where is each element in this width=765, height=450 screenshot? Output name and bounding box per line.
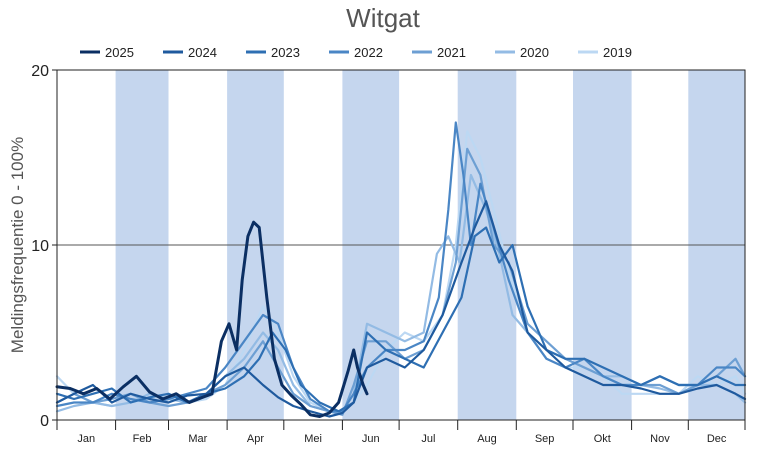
x-tick-label-nov: Nov (650, 433, 670, 445)
chart-title: Witgat (346, 3, 420, 33)
axes: 0 10 20 Jan Feb Mar Apr Mei Jun Jul Aug Sep Okt Nov De… (31, 63, 746, 445)
legend-label-2020: 2020 (520, 45, 549, 60)
legend-label-2019: 2019 (603, 45, 632, 60)
y-tick-label-0: 0 (40, 413, 49, 430)
x-tick-label-jul: Jul (421, 433, 435, 445)
x-tick-label-dec: Dec (707, 433, 727, 445)
x-tick-label-mei: Mei (304, 433, 322, 445)
legend-label-2023: 2023 (271, 45, 300, 60)
legend-label-2022: 2022 (354, 45, 383, 60)
x-tick-label-aug: Aug (477, 433, 497, 445)
x-tick-label-sep: Sep (535, 433, 555, 445)
x-tick-label-jan: Jan (77, 433, 95, 445)
y-tick-label-10: 10 (31, 238, 49, 255)
series-lines (55, 121, 747, 418)
y-tick-label-20: 20 (31, 63, 49, 80)
y-axis-label: Meldingsfrequentie 0 - 100% (8, 137, 27, 353)
x-tick-label-okt: Okt (594, 433, 611, 445)
x-tick-label-jun: Jun (362, 433, 380, 445)
legend-label-2025: 2025 (105, 45, 134, 60)
x-tick-label-apr: Apr (247, 433, 264, 445)
x-tick-label-mar: Mar (188, 433, 207, 445)
legend-label-2021: 2021 (437, 45, 466, 60)
x-tick-label-feb: Feb (133, 433, 152, 445)
series-line-2023 (55, 226, 747, 413)
legend: 2025 2024 2023 2022 2021 2020 2019 (80, 45, 632, 60)
series-line-2025 (55, 220, 369, 418)
legend-label-2024: 2024 (188, 45, 217, 60)
